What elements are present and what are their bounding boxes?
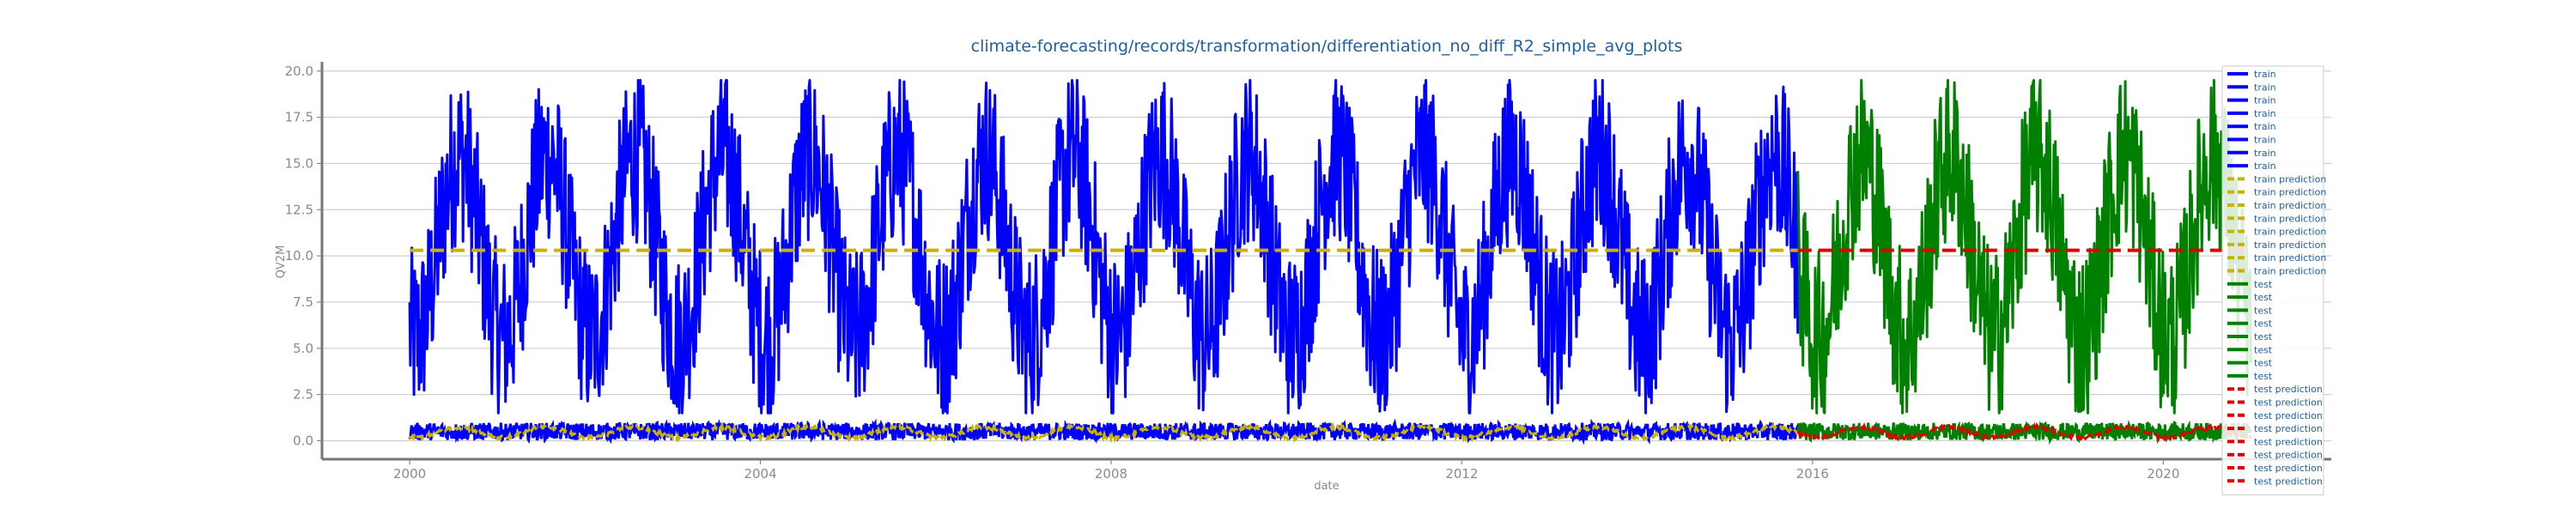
axes [320,62,2331,461]
legend-label: train [2254,69,2276,80]
legend-label: train [2254,82,2276,93]
legend-label: test [2254,279,2273,290]
plot-area [408,79,2252,445]
legend-label: train [2254,95,2276,106]
legend-label: test prediction [2254,410,2323,421]
x-tick-label: 2004 [744,466,776,482]
legend-label: train [2254,161,2276,172]
legend-label: test [2254,358,2273,369]
legend-label: test prediction [2254,450,2323,461]
legend-label: train prediction [2254,187,2326,198]
legend-label: train [2254,121,2276,132]
legend-label: test [2254,318,2273,330]
legend-label: train [2254,148,2276,159]
prediction-band-train-prediction [408,421,1798,444]
legend-label: test [2254,331,2273,342]
x-tick-label: 2020 [2147,466,2179,482]
legend-label: train prediction [2254,266,2326,277]
y-tick-label: 5.0 [293,341,313,356]
y-tick-label: 2.5 [293,387,313,403]
legend-label: test [2254,344,2273,355]
legend-label: train [2254,108,2276,119]
legend-label: test [2254,292,2273,303]
legend-label: train prediction [2254,227,2326,238]
legend-label: test prediction [2254,436,2323,447]
legend-label: test prediction [2254,476,2323,487]
prediction-band-test-prediction [1796,421,2252,443]
y-tick-label: 0.0 [293,433,313,448]
legend-label: test [2254,305,2273,316]
legend-box [2221,65,2324,496]
x-tick-label: 2008 [1095,466,1127,482]
series-band-test [1796,419,2252,445]
chart-title: climate-forecasting/records/transformati… [971,37,1683,56]
series-band-train [408,418,1800,445]
x-tick-label: 2016 [1796,466,1829,482]
legend-label: train prediction [2254,213,2326,224]
y-tick-label: 15.0 [285,155,313,171]
legend-label: train [2254,135,2276,146]
y-axis-label: QV2M [275,245,288,279]
legend: traintraintraintraintraintraintraintrain… [2221,65,2326,496]
legend-label: test prediction [2254,384,2323,395]
y-tick-label: 12.5 [285,202,313,217]
legend-label: train prediction [2254,200,2326,211]
legend-label: train prediction [2254,239,2326,251]
legend-label: test [2254,371,2273,382]
y-ticks: 0.0 2.5 5.0 7.5 10.0 12.5 15.0 17.5 20.0 [285,64,322,448]
x-ticks: 2000 2004 2008 2012 2016 2020 [393,459,2179,482]
y-tick-label: 10.0 [285,248,313,264]
legend-label: train prediction [2254,173,2326,185]
legend-label: train prediction [2254,252,2326,264]
x-tick-label: 2012 [1445,466,1478,482]
series-line-test [1796,79,2252,415]
legend-label: test prediction [2254,397,2323,409]
legend-label: test prediction [2254,423,2323,434]
legend-label: test prediction [2254,463,2323,474]
y-tick-label: 7.5 [293,294,313,310]
x-tick-label: 2000 [393,466,426,482]
y-tick-label: 20.0 [285,64,313,79]
x-axis-label: date [1314,480,1339,493]
series-line-train [408,79,1800,415]
y-tick-label: 17.5 [285,110,313,125]
